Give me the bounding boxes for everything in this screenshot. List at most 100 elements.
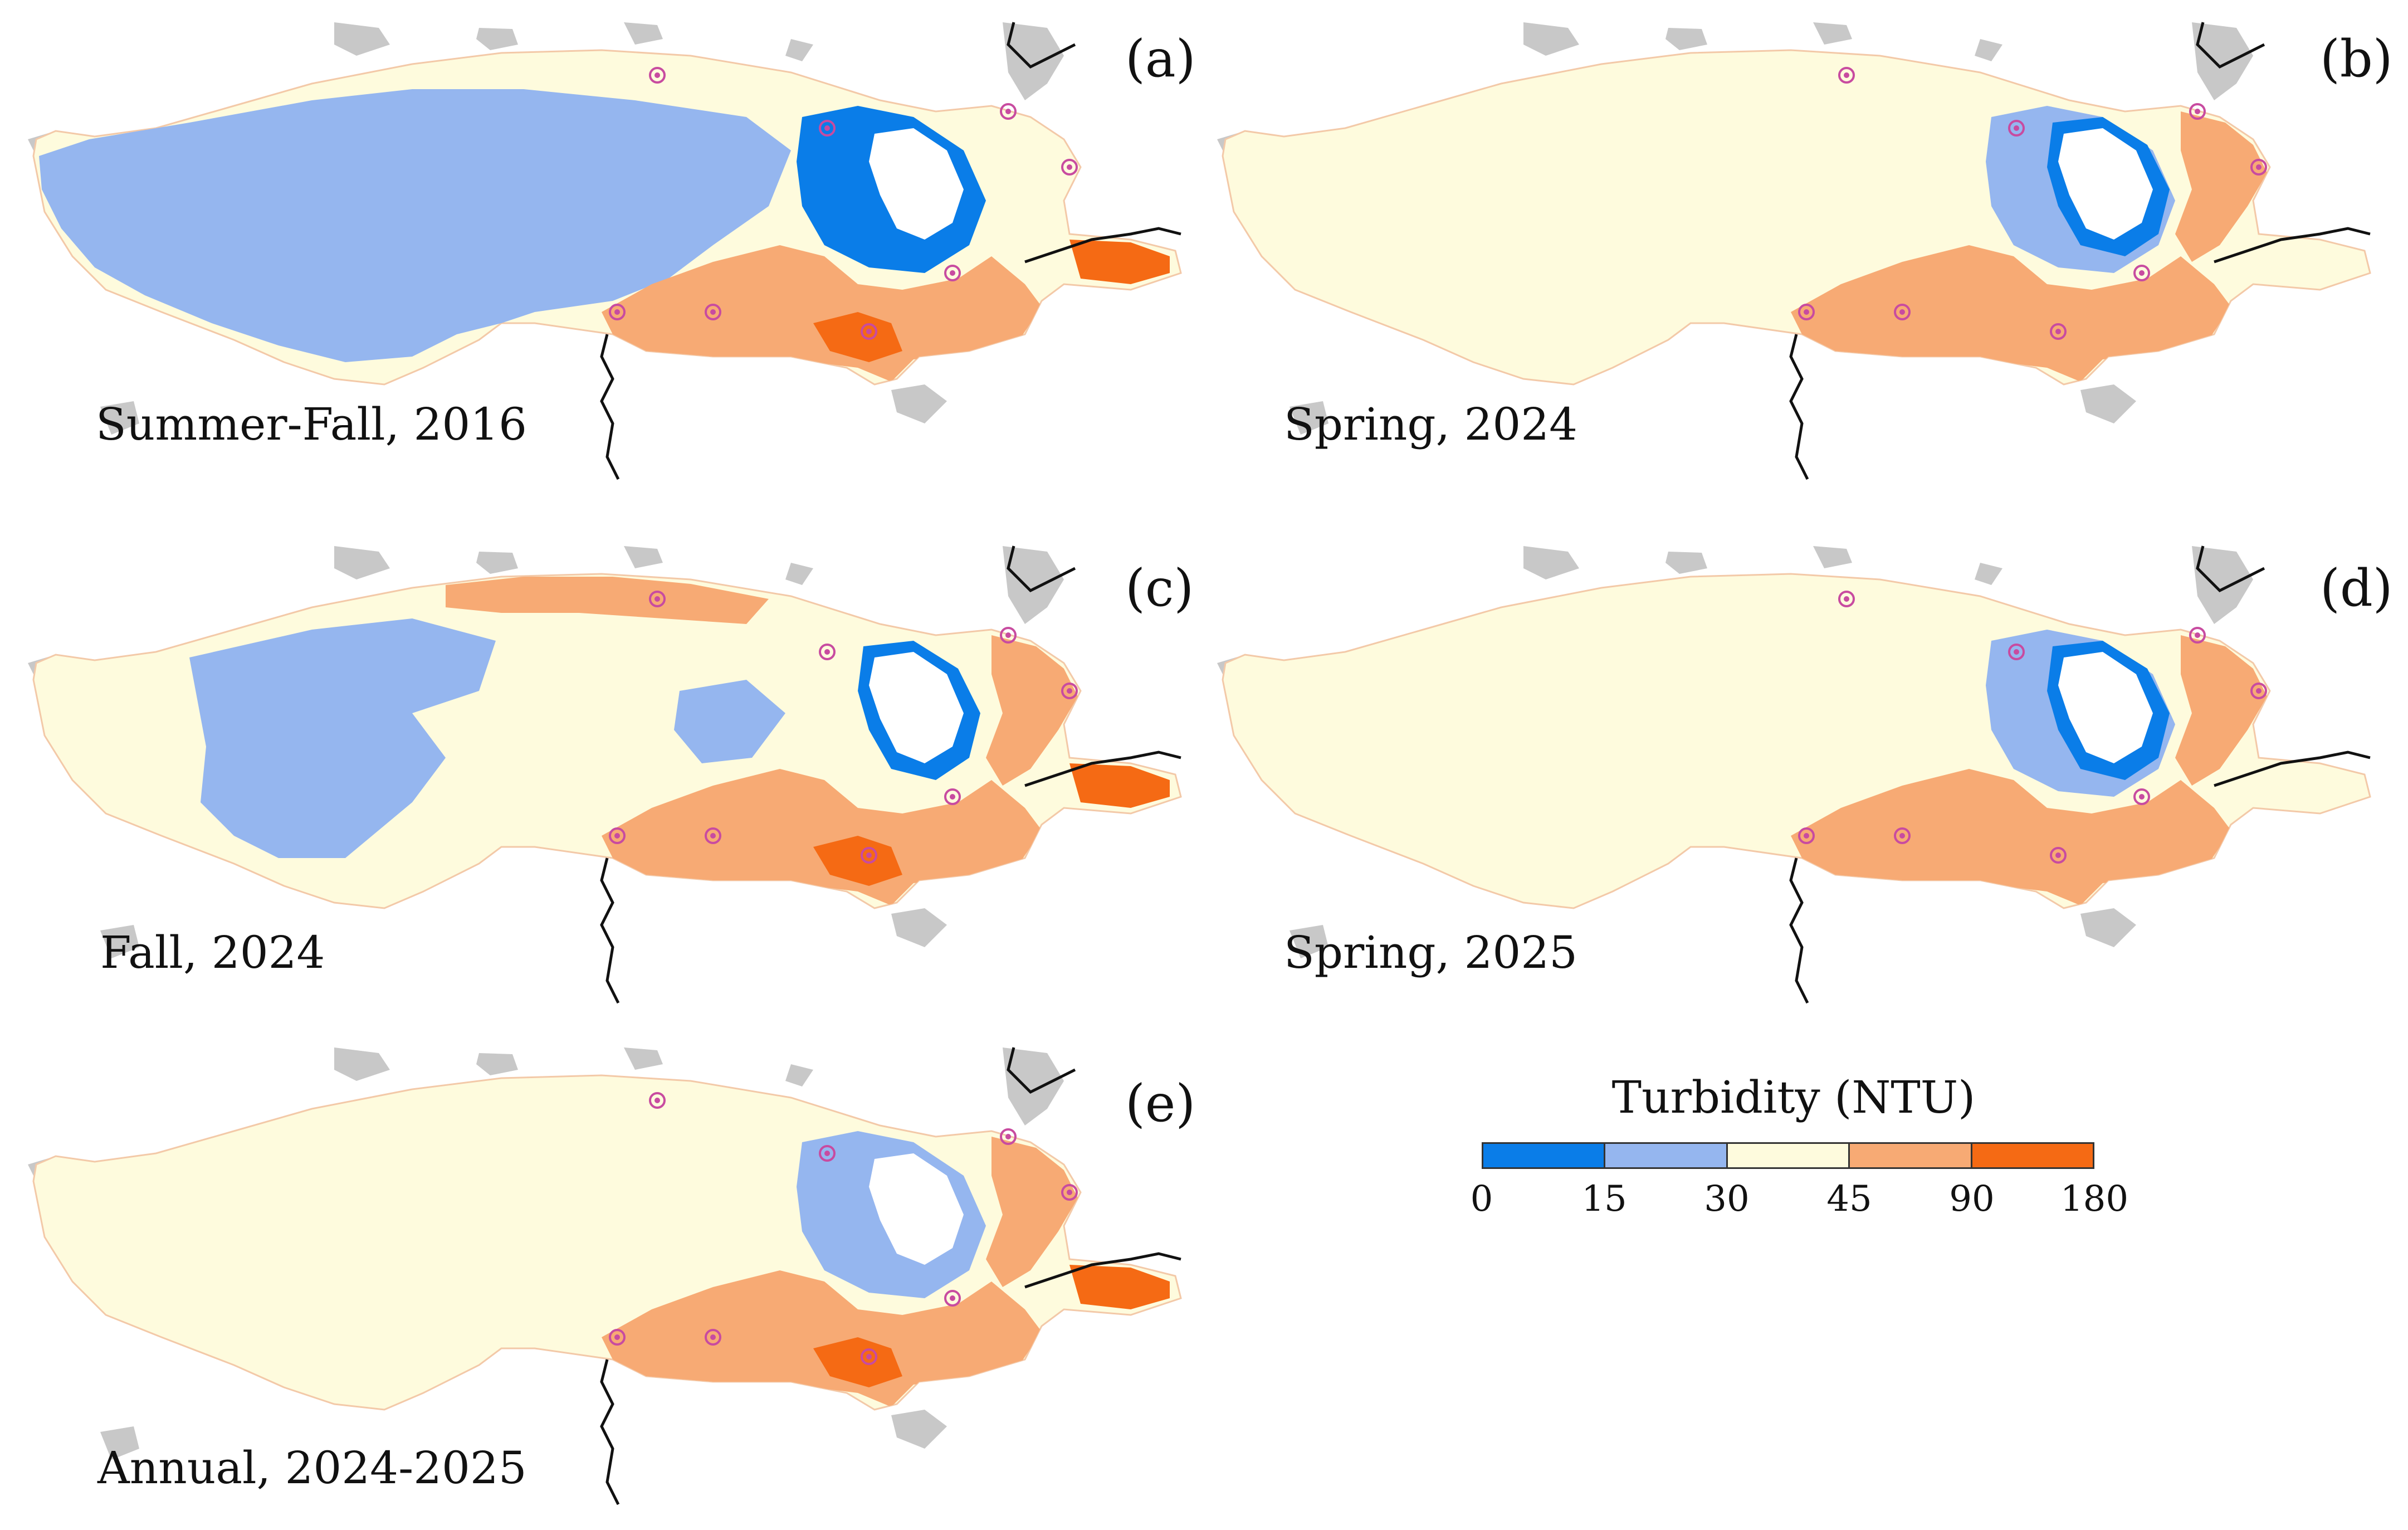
legend-swatch-90-180 xyxy=(1972,1144,2093,1167)
border-line xyxy=(600,1359,620,1505)
border-line xyxy=(1789,334,1809,480)
station-marker xyxy=(861,847,877,864)
station-marker xyxy=(1061,1184,1078,1201)
land-mass xyxy=(2192,22,2253,100)
station-marker xyxy=(1838,67,1855,84)
legend-swatch-0-15 xyxy=(1483,1144,1606,1167)
land-mass xyxy=(624,22,663,45)
legend-swatch-30-45 xyxy=(1727,1144,1850,1167)
legend: Turbidity (NTU) 0 15 30 45 90 180 xyxy=(1459,1075,2128,1242)
legend-tick-45: 45 xyxy=(1826,1178,1872,1220)
legend-tick-180: 180 xyxy=(2060,1178,2129,1220)
station-marker xyxy=(819,1145,836,1162)
land-mass xyxy=(1975,39,2002,61)
land-mass xyxy=(100,1426,139,1460)
panel-caption-b: Spring, 2024 xyxy=(1284,398,1578,450)
station-marker xyxy=(1061,683,1078,699)
land-mass xyxy=(334,1047,390,1081)
turbidity-zone-south xyxy=(602,245,1042,382)
panel-letter-c: (c) xyxy=(1125,558,1194,618)
station-marker xyxy=(705,304,721,320)
border-line xyxy=(1024,751,1181,787)
legend-tick-90: 90 xyxy=(1949,1178,1995,1220)
station-marker xyxy=(649,591,666,607)
border-line xyxy=(1007,22,1076,69)
station-marker xyxy=(2008,120,2025,137)
station-marker xyxy=(609,827,626,844)
panel-caption-d: Spring, 2025 xyxy=(1284,927,1578,978)
land-mass xyxy=(2080,384,2136,423)
legend-tick-30: 30 xyxy=(1704,1178,1750,1220)
legend-tick-0: 0 xyxy=(1470,1178,1493,1220)
land-mass xyxy=(1813,546,1852,568)
panel-letter-a: (a) xyxy=(1125,29,1196,89)
turbidity-zone-north-strip xyxy=(446,577,769,624)
land-mass xyxy=(1290,925,1328,958)
station-marker xyxy=(1894,304,1911,320)
station-marker xyxy=(1061,159,1078,176)
map-b xyxy=(1217,22,2371,480)
map-c xyxy=(28,545,1182,1004)
border-line xyxy=(600,334,620,480)
turbidity-zone-south xyxy=(1791,769,2231,905)
turbidity-zone-east-arm xyxy=(986,1137,1078,1287)
station-marker xyxy=(944,1290,961,1307)
station-marker xyxy=(1000,1128,1017,1145)
legend-swatch-15-30 xyxy=(1605,1144,1728,1167)
station-marker xyxy=(705,827,721,844)
turbidity-zone-island xyxy=(869,1153,964,1265)
station-marker xyxy=(2050,847,2067,864)
land-mass xyxy=(2080,908,2136,947)
station-marker xyxy=(2050,323,2067,340)
station-marker xyxy=(1894,827,1911,844)
station-marker xyxy=(2133,788,2150,805)
station-marker xyxy=(2008,644,2025,660)
border-line xyxy=(1024,227,1181,264)
border-line xyxy=(1007,545,1076,593)
land-mass xyxy=(891,384,947,423)
land-mass xyxy=(891,1410,947,1449)
station-marker xyxy=(649,67,666,84)
legend-tick-15: 15 xyxy=(1581,1178,1627,1220)
turbidity-zone-island xyxy=(2058,652,2153,763)
border-line xyxy=(1024,1252,1181,1289)
turbidity-zone-south-spots xyxy=(813,240,1170,362)
land-mass xyxy=(624,546,663,568)
border-line xyxy=(2196,22,2265,69)
turbidity-zone-south xyxy=(1791,245,2231,382)
land-mass xyxy=(785,1064,813,1086)
station-marker xyxy=(1838,591,1855,607)
station-marker xyxy=(819,120,836,137)
station-marker xyxy=(1798,827,1815,844)
station-marker xyxy=(819,644,836,660)
border-line xyxy=(1789,857,1809,1004)
turbidity-zone-south-spots xyxy=(813,763,1170,886)
panel-letter-d: (d) xyxy=(2320,558,2393,618)
turbidity-zone-island xyxy=(869,128,964,240)
turbidity-zone-east-arm xyxy=(2175,111,2267,262)
border-line xyxy=(2214,751,2371,787)
station-marker xyxy=(2133,265,2150,281)
station-marker xyxy=(649,1092,666,1109)
border-line xyxy=(600,857,620,1004)
turbidity-zone-west xyxy=(39,89,791,362)
turbidity-zone-south xyxy=(602,769,1042,905)
land-mass xyxy=(100,925,139,958)
border-line xyxy=(2214,227,2371,264)
station-marker xyxy=(2189,103,2206,120)
turbidity-zone-west-patches xyxy=(189,618,785,858)
border-line xyxy=(1007,1047,1076,1094)
station-marker xyxy=(609,304,626,320)
turbidity-zone-south-spots xyxy=(813,1265,1170,1387)
turbidity-zone-east-arm xyxy=(2175,635,2267,786)
land-mass xyxy=(1003,22,1064,100)
station-marker xyxy=(2250,683,2267,699)
turbidity-zone-south xyxy=(602,1270,1042,1407)
map-d xyxy=(1217,545,2371,1004)
legend-color-bar xyxy=(1482,1142,2094,1169)
land-mass xyxy=(785,39,813,61)
land-mass xyxy=(100,401,139,435)
station-marker xyxy=(944,265,961,281)
turbidity-zone-east-arm xyxy=(986,635,1078,786)
